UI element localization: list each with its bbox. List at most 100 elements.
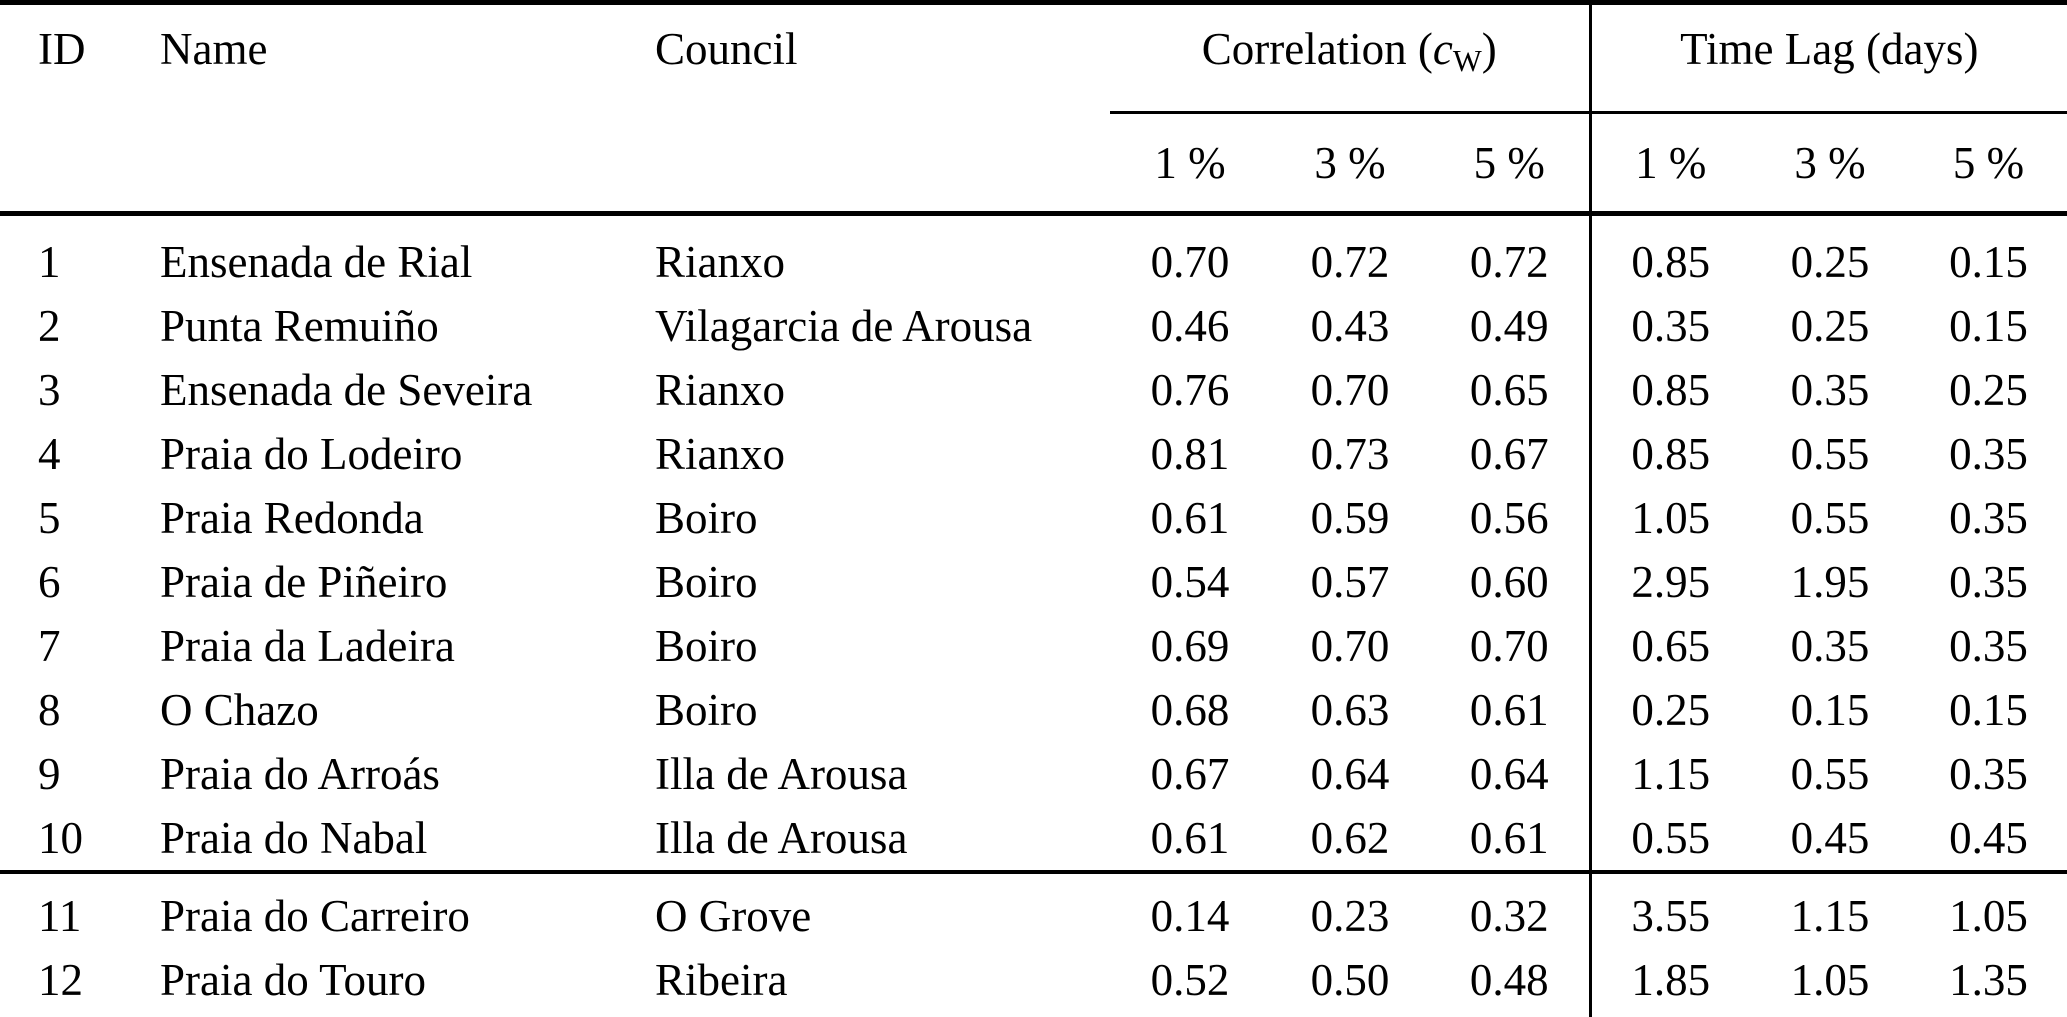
- cell-lag-3pct: 0.45: [1790, 813, 1870, 863]
- cell-corr-1pct: 0.14: [1110, 870, 1270, 948]
- cell-lag-5pct: 1.35: [1949, 955, 2028, 1005]
- cell-name: Ensenada de Rial: [160, 237, 473, 287]
- cell-corr-1pct: 0.61: [1150, 813, 1230, 863]
- cell-lag-1pct: 1.85: [1588, 948, 1751, 1017]
- cell-lag-1pct: 0.65: [1588, 614, 1751, 678]
- cell-lag-1pct: 0.85: [1588, 422, 1751, 486]
- cell-name: Ensenada de Seveira: [160, 365, 533, 415]
- cell-council: Rianxo: [655, 237, 785, 287]
- cell-lag-3pct: 0.35: [1790, 621, 1870, 671]
- cell-council: Ribeira: [655, 955, 788, 1005]
- cell-name: Praia Redonda: [160, 493, 424, 543]
- cell-corr-1pct: 0.54: [1150, 557, 1230, 607]
- cell-corr-5pct: 0.61: [1469, 685, 1549, 735]
- cell-corr-1pct: 0.81: [1150, 429, 1230, 479]
- table-row: 7 Praia da Ladeira Boiro 0.69 0.70 0.70 …: [0, 614, 2067, 678]
- cell-name: O Chazo: [160, 685, 319, 735]
- cell-corr-3pct: 0.23: [1270, 870, 1430, 948]
- sub-header-lag-5pct: 5 %: [1910, 112, 2067, 216]
- cell-lag-5pct: 0.35: [1949, 429, 2028, 479]
- cell-corr-5pct: 0.61: [1469, 813, 1549, 863]
- cell-id: 8: [38, 685, 61, 735]
- cell-lag-1pct: 0.25: [1588, 678, 1751, 742]
- cell-id: 9: [38, 749, 61, 799]
- cell-corr-3pct: 0.59: [1310, 493, 1390, 543]
- cell-corr-1pct: 0.68: [1150, 685, 1230, 735]
- cell-corr-1pct: 0.69: [1150, 621, 1230, 671]
- cell-corr-3pct: 0.70: [1310, 621, 1390, 671]
- cell-id: 2: [38, 301, 61, 351]
- cell-corr-5pct: 0.60: [1469, 557, 1549, 607]
- cell-corr-5pct: 0.72: [1469, 237, 1549, 287]
- cell-corr-1pct: 0.61: [1150, 493, 1230, 543]
- cell-council: Illa de Arousa: [655, 749, 908, 799]
- cell-name: Praia do Touro: [160, 955, 426, 1005]
- table-row: 8 O Chazo Boiro 0.68 0.63 0.61 0.25 0.15…: [0, 678, 2067, 742]
- cell-council: Boiro: [655, 557, 758, 607]
- cell-council: Vilagarcia de Arousa: [655, 301, 1033, 351]
- cell-lag-1pct: 0.35: [1588, 294, 1751, 358]
- cell-corr-3pct: 0.57: [1310, 557, 1390, 607]
- cell-council: Boiro: [655, 493, 758, 543]
- cell-lag-3pct: 0.25: [1790, 237, 1870, 287]
- cell-lag-5pct: 0.15: [1949, 301, 2028, 351]
- table-row: 3 Ensenada de Seveira Rianxo 0.76 0.70 0…: [0, 358, 2067, 422]
- cell-corr-1pct: 0.70: [1150, 237, 1230, 287]
- cell-lag-3pct: 0.55: [1790, 429, 1870, 479]
- cell-lag-5pct: 0.15: [1949, 685, 2028, 735]
- cell-corr-3pct: 0.72: [1310, 237, 1390, 287]
- cell-corr-3pct: 0.43: [1310, 301, 1390, 351]
- cell-lag-5pct: 0.35: [1949, 621, 2028, 671]
- table-row: 11 Praia do Carreiro O Grove 0.14 0.23 0…: [0, 870, 2067, 948]
- cell-lag-1pct: 3.55: [1588, 870, 1751, 948]
- cell-corr-5pct: 0.32: [1430, 870, 1591, 948]
- sub-header-corr-1pct: 1 %: [1110, 112, 1270, 216]
- cell-lag-3pct: 0.15: [1790, 685, 1870, 735]
- group-header-timelag: Time Lag (days): [1588, 2, 2067, 114]
- table-row: 9 Praia do Arroás Illa de Arousa 0.67 0.…: [0, 742, 2067, 806]
- cell-name: Punta Remuiño: [160, 301, 439, 351]
- cell-id: 6: [38, 557, 61, 607]
- cell-id: 12: [38, 955, 83, 1005]
- cell-lag-1pct: 0.85: [1588, 213, 1751, 294]
- cell-council: Boiro: [655, 621, 758, 671]
- cell-corr-3pct: 0.64: [1310, 749, 1390, 799]
- cell-council: Illa de Arousa: [655, 813, 908, 863]
- cell-corr-5pct: 0.67: [1469, 429, 1549, 479]
- cell-lag-1pct: 2.95: [1588, 550, 1751, 614]
- cell-corr-5pct: 0.49: [1469, 301, 1549, 351]
- cell-id: 1: [38, 237, 61, 287]
- cell-council: Boiro: [655, 685, 758, 735]
- cell-name: Praia de Piñeiro: [160, 557, 448, 607]
- cell-id: 5: [38, 493, 61, 543]
- cell-council: Rianxo: [655, 365, 785, 415]
- cell-lag-5pct: 0.35: [1949, 557, 2028, 607]
- cell-name: Praia do Nabal: [160, 813, 428, 863]
- correlation-symbol: c: [1432, 24, 1453, 74]
- cell-corr-1pct: 0.52: [1150, 955, 1230, 1005]
- cell-lag-3pct: 1.05: [1790, 955, 1870, 1005]
- cell-council: Rianxo: [655, 429, 785, 479]
- cell-lag-3pct: 1.15: [1750, 870, 1911, 948]
- cell-name: Praia do Arroás: [160, 749, 440, 799]
- table-row: 5 Praia Redonda Boiro 0.61 0.59 0.56 1.0…: [0, 486, 2067, 550]
- cell-lag-3pct: 1.95: [1790, 557, 1870, 607]
- column-header-name: Name: [155, 2, 650, 216]
- sub-header-row: 1 % 3 % 5 % 1 % 3 % 5 %: [0, 112, 2067, 216]
- cell-corr-1pct: 0.67: [1150, 749, 1230, 799]
- cell-corr-5pct: 0.70: [1469, 621, 1549, 671]
- cell-lag-5pct: 0.45: [1949, 813, 2028, 863]
- cell-id: 7: [38, 621, 61, 671]
- column-header-id: ID: [0, 2, 155, 216]
- cell-lag-3pct: 0.25: [1790, 301, 1870, 351]
- cell-id: 11: [0, 870, 155, 948]
- cell-corr-5pct: 0.56: [1469, 493, 1549, 543]
- group-header-correlation: Correlation (cW): [1110, 2, 1591, 114]
- table-row: 4 Praia do Lodeiro Rianxo 0.81 0.73 0.67…: [0, 422, 2067, 486]
- cell-lag-3pct: 0.35: [1790, 365, 1870, 415]
- cell-id: 4: [38, 429, 61, 479]
- table-row: 12 Praia do Touro Ribeira 0.52 0.50 0.48…: [0, 948, 2067, 1017]
- cell-lag-5pct: 0.25: [1949, 365, 2028, 415]
- correlation-subscript: W: [1452, 43, 1482, 78]
